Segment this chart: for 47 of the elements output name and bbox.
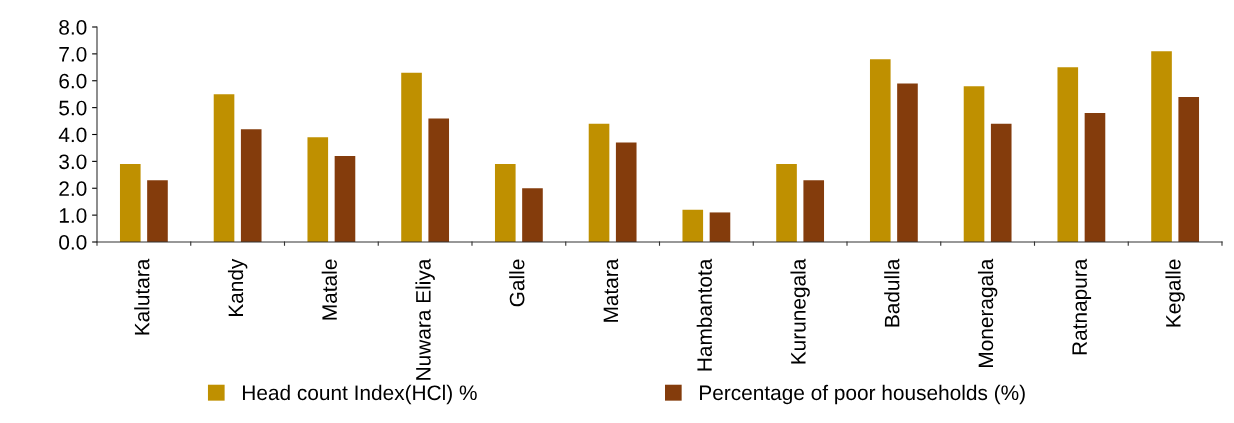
x-tick-label: Galle bbox=[509, 259, 525, 307]
bar bbox=[522, 188, 543, 242]
y-tick-label: 5.0 bbox=[59, 100, 87, 116]
bar bbox=[963, 86, 985, 242]
y-tick-label: 8.0 bbox=[59, 20, 87, 35]
bar bbox=[897, 83, 918, 242]
y-tick-label: 3.0 bbox=[59, 154, 87, 170]
bar bbox=[401, 72, 422, 242]
y-tick-label: 0.0 bbox=[59, 235, 87, 250]
bar bbox=[803, 180, 825, 242]
x-tick-label: Kandy bbox=[227, 258, 248, 317]
bar bbox=[119, 164, 141, 242]
x-tick-label: Matale bbox=[321, 259, 337, 320]
x-tick-label: Nuwara Eliya bbox=[415, 258, 435, 380]
x-tick-label: Kurunegala bbox=[790, 258, 810, 364]
bar bbox=[990, 123, 1012, 242]
x-tick-label: Moneragala bbox=[977, 258, 998, 367]
bar bbox=[147, 180, 168, 242]
legend-label: Percentage of poor households (%) bbox=[700, 384, 1025, 405]
bar bbox=[1151, 51, 1172, 242]
bar bbox=[615, 142, 637, 242]
x-tick-label: Badulla bbox=[884, 258, 900, 327]
x-tick-label: Hambantota bbox=[696, 258, 712, 371]
y-tick-label: 6.0 bbox=[59, 73, 87, 89]
bar bbox=[869, 59, 891, 242]
bar bbox=[334, 156, 356, 242]
bar bbox=[1084, 113, 1106, 242]
bar bbox=[1178, 96, 1200, 242]
bar bbox=[240, 129, 262, 242]
bar bbox=[428, 118, 450, 242]
x-tick-label: Matara bbox=[603, 258, 619, 322]
bar bbox=[588, 123, 610, 242]
x-tick-label: Kegalle bbox=[1165, 259, 1185, 327]
y-tick-label: 7.0 bbox=[59, 46, 87, 62]
y-tick-label: 4.0 bbox=[58, 127, 87, 143]
x-tick-label: Ratnapura bbox=[1072, 258, 1092, 355]
bar bbox=[776, 164, 797, 242]
bar bbox=[709, 212, 731, 242]
y-tick-label: 1.0 bbox=[59, 208, 87, 223]
bar bbox=[1057, 67, 1079, 242]
bar bbox=[213, 94, 235, 242]
x-tick-label: Kalutara bbox=[134, 258, 150, 335]
bar bbox=[307, 137, 329, 242]
legend-label: Head count Index(HCl) % bbox=[242, 384, 477, 405]
bar bbox=[494, 164, 516, 242]
bar bbox=[682, 209, 704, 242]
y-tick-label: 2.0 bbox=[59, 181, 87, 196]
